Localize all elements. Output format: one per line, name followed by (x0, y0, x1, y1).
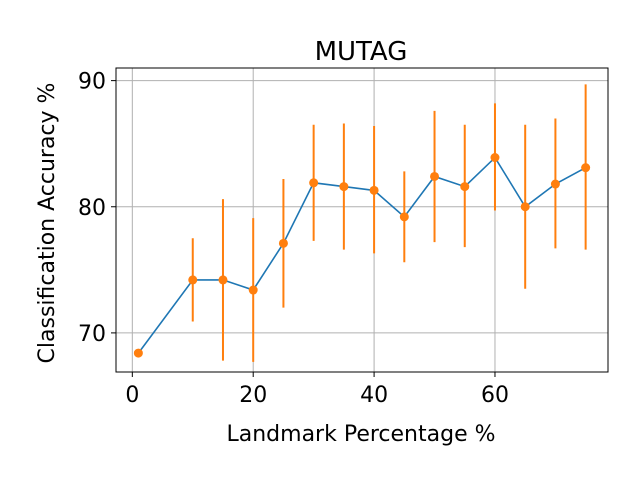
data-point (339, 182, 349, 192)
data-point (309, 178, 319, 188)
x-tick-label: 0 (125, 383, 139, 408)
y-tick-label: 90 (78, 70, 106, 95)
x-axis-ticks: 0 20 40 60 (125, 372, 509, 408)
y-tick-label: 80 (78, 196, 106, 221)
y-tick-label: 70 (78, 322, 106, 347)
data-point (430, 171, 440, 181)
data-points (133, 153, 591, 358)
x-axis-label: Landmark Percentage % (227, 422, 496, 447)
data-point (188, 275, 198, 285)
x-tick-label: 40 (360, 383, 388, 408)
data-point (218, 275, 228, 285)
data-point (248, 285, 258, 295)
data-point (550, 179, 560, 189)
data-point (278, 238, 288, 248)
axes-frame (115, 67, 609, 373)
data-point (133, 348, 143, 358)
data-point (369, 185, 379, 195)
data-point (581, 163, 591, 173)
x-tick-label: 20 (239, 383, 267, 408)
y-axis-label: Classification Accuracy % (35, 83, 60, 364)
x-tick-label: 60 (481, 383, 509, 408)
data-point (399, 212, 409, 222)
chart-title: MUTAG (315, 37, 408, 67)
y-axis-ticks: 70 80 90 (78, 70, 116, 347)
data-point (520, 202, 530, 212)
data-point (490, 153, 500, 163)
data-point (460, 182, 470, 192)
